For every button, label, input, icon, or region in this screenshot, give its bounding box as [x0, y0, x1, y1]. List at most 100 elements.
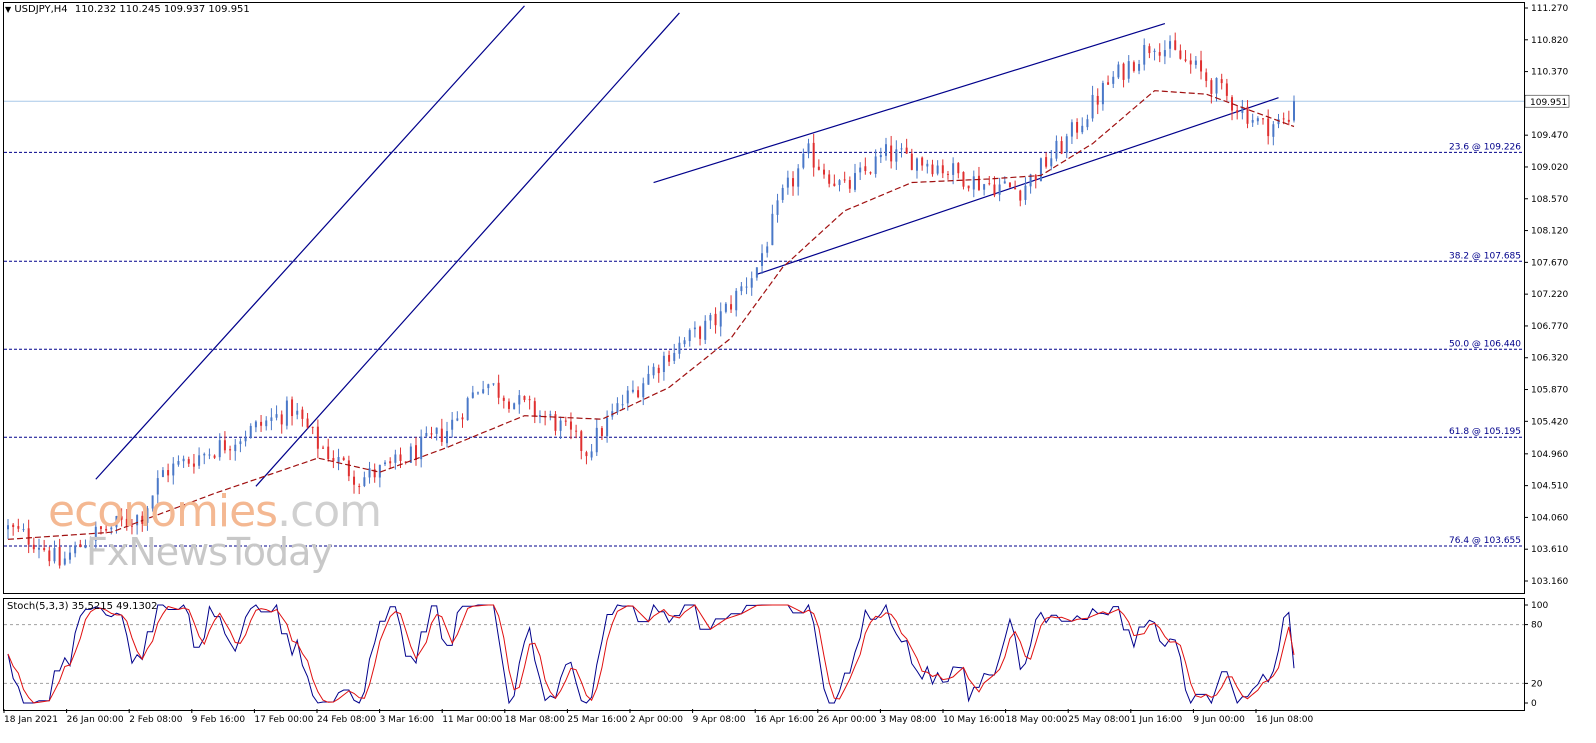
- candle-body: [688, 330, 691, 342]
- candle: [208, 448, 211, 460]
- candle: [1117, 61, 1120, 80]
- candle-body: [657, 367, 660, 374]
- candle-body: [187, 459, 190, 464]
- candle-body: [1148, 46, 1151, 54]
- candle-body: [606, 417, 609, 437]
- candle: [1101, 80, 1104, 111]
- candle-body: [358, 486, 361, 488]
- candle-body: [1081, 125, 1084, 133]
- candle-body: [1076, 122, 1079, 133]
- candle: [342, 456, 345, 461]
- candle: [389, 457, 392, 468]
- candle: [637, 386, 640, 399]
- candle: [657, 364, 660, 383]
- candle-body: [285, 400, 288, 426]
- candle-body: [972, 176, 975, 190]
- candle-body: [683, 340, 686, 345]
- moving-average-line: [7, 90, 1295, 540]
- candle-body: [1091, 94, 1094, 119]
- y-tick-label: 107.670: [1531, 258, 1568, 268]
- candle: [869, 171, 872, 175]
- candle-body: [1179, 50, 1182, 59]
- candle-body: [642, 383, 645, 398]
- candle-body: [1184, 59, 1187, 61]
- candle: [1050, 149, 1053, 171]
- stochastic-pane[interactable]: [3, 598, 1525, 711]
- candle-body: [1070, 122, 1073, 137]
- candle: [833, 174, 836, 187]
- candle-body: [353, 476, 356, 485]
- candle-body: [946, 173, 949, 175]
- candle: [1122, 62, 1125, 88]
- candle-body: [1003, 181, 1006, 184]
- candle-body: [652, 366, 655, 376]
- candle: [249, 423, 252, 439]
- candle-body: [988, 183, 991, 185]
- candle: [1076, 118, 1079, 140]
- candle-body: [575, 430, 578, 432]
- candle: [1132, 60, 1135, 73]
- candle: [1034, 173, 1037, 189]
- candle: [931, 159, 934, 177]
- candle-body: [363, 477, 366, 486]
- candle-body: [296, 410, 299, 415]
- candle-body: [647, 373, 650, 385]
- candle-body: [156, 478, 159, 495]
- x-tick-label: 11 Mar 00:00: [442, 715, 502, 725]
- candle-body: [735, 290, 738, 311]
- candle: [1184, 50, 1187, 63]
- candle-body: [792, 178, 795, 187]
- candle-body: [430, 433, 433, 435]
- candle: [946, 170, 949, 180]
- candle: [7, 518, 9, 540]
- candle: [327, 438, 330, 462]
- candle-body: [662, 355, 665, 373]
- candle-body: [1215, 77, 1218, 94]
- candle: [523, 395, 526, 403]
- x-tick-label: 10 May 16:00: [943, 715, 1005, 725]
- candle-body: [631, 389, 634, 392]
- candle: [761, 244, 764, 274]
- candle: [518, 389, 521, 414]
- candle: [1019, 189, 1022, 207]
- watermark-fxnewstoday: FxNewsToday: [86, 530, 333, 574]
- candle-body: [425, 433, 428, 437]
- candle: [451, 412, 454, 438]
- candle-body: [37, 547, 40, 550]
- candle-body: [962, 172, 965, 187]
- symbol-header[interactable]: ▼ USDJPY,H4 110.232 110.245 109.937 109.…: [5, 4, 250, 15]
- candle: [141, 511, 144, 532]
- fib-level-label: 61.8 @ 105.195: [1449, 427, 1521, 437]
- candle: [130, 519, 133, 535]
- y-tick-label: 108.570: [1531, 195, 1568, 205]
- candle-body: [786, 177, 789, 188]
- candle: [952, 157, 955, 185]
- candle-body: [590, 451, 593, 458]
- candle: [445, 421, 448, 448]
- candle-body: [1112, 76, 1115, 84]
- candle-body: [807, 143, 810, 154]
- candle-body: [476, 392, 479, 394]
- candle-body: [967, 185, 970, 189]
- candle-body: [492, 383, 495, 385]
- collapse-triangle-icon[interactable]: ▼: [5, 5, 12, 14]
- candle-body: [177, 461, 180, 465]
- candle-body: [445, 431, 448, 444]
- candle-body: [766, 246, 769, 253]
- candle-body: [203, 453, 206, 456]
- candle-body: [621, 404, 624, 406]
- candle: [420, 429, 423, 468]
- candle-body: [668, 355, 671, 362]
- x-tick-label: 24 Feb 08:00: [317, 715, 376, 725]
- candle-body: [63, 558, 66, 565]
- candle: [89, 536, 92, 549]
- candle: [936, 160, 939, 176]
- candle: [1256, 116, 1259, 125]
- y-tick-label: 103.160: [1531, 577, 1568, 587]
- y-tick-label: 107.220: [1531, 290, 1568, 300]
- candle: [668, 350, 671, 367]
- candle: [192, 453, 195, 474]
- candle-body: [1251, 119, 1254, 123]
- candle-body: [1122, 63, 1125, 80]
- candle: [569, 412, 572, 440]
